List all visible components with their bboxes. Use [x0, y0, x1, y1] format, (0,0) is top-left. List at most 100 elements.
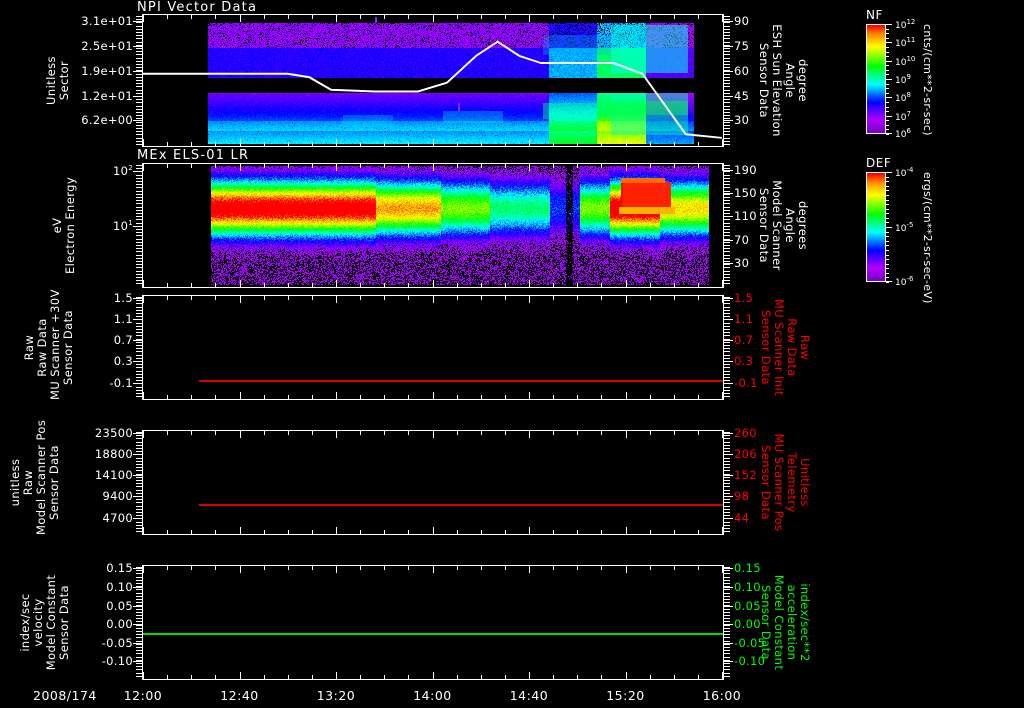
y-tick-minor — [136, 464, 142, 465]
x-tick-minor — [263, 164, 265, 168]
x-tick-minor — [697, 675, 699, 679]
x-tick-minor — [625, 164, 627, 168]
y-tick-label-left: 102 — [113, 163, 133, 178]
axis-title-mu-scanner-pos-telemetry-line: Telemetry — [785, 452, 799, 513]
y-tick-minor — [724, 525, 730, 526]
nf-colorbar-tick — [886, 42, 892, 43]
y-tick-major — [724, 71, 733, 72]
x-tick-minor — [360, 15, 362, 19]
y-tick-minor — [136, 512, 142, 513]
y-tick-minor — [724, 26, 730, 27]
y-tick-minor — [724, 621, 730, 622]
y-tick-minor — [724, 644, 730, 645]
y-tick-minor — [136, 393, 142, 394]
def-colorbar-tick-label: 10-5 — [895, 221, 914, 234]
y-tick-minor — [136, 274, 142, 275]
y-tick-minor — [724, 86, 730, 87]
y-tick-minor — [724, 35, 730, 36]
x-tick-minor — [408, 530, 410, 534]
y-tick-minor — [136, 70, 142, 71]
y-tick-minor — [136, 83, 142, 84]
x-tick-minor — [384, 283, 386, 287]
x-tick-minor — [673, 566, 675, 570]
y-tick-minor — [136, 355, 142, 356]
y-tick-minor — [724, 367, 730, 368]
x-tick-minor — [360, 164, 362, 168]
y-tick-major — [724, 240, 733, 241]
y-tick-major — [133, 120, 142, 121]
panel-title-npi: NPI Vector Data — [137, 0, 258, 15]
y-tick-minor — [724, 300, 730, 301]
y-tick-minor — [724, 528, 730, 529]
x-tick-minor — [553, 283, 555, 287]
y-tick-minor — [136, 64, 142, 65]
y-tick-minor — [724, 470, 730, 471]
y-tick-minor — [136, 118, 142, 119]
y-tick-major — [724, 361, 733, 362]
panel-model-scanner-pos-raw — [142, 430, 724, 535]
y-tick-minor — [136, 515, 142, 516]
y-tick-major — [133, 587, 142, 588]
y-tick-minor — [136, 125, 142, 126]
x-tick-minor — [722, 283, 723, 287]
y-tick-minor — [136, 390, 142, 391]
y-tick-label-left: -0.1 — [109, 375, 133, 390]
y-tick-minor — [136, 509, 142, 510]
y-tick-minor — [724, 467, 730, 468]
y-tick-minor — [724, 22, 730, 23]
y-tick-minor — [136, 184, 142, 185]
x-tick-minor — [215, 395, 217, 399]
x-tick-minor — [649, 283, 651, 287]
nf-colorbar-minor-tick — [886, 134, 889, 135]
x-tick-minor — [577, 15, 579, 19]
y-tick-minor — [724, 99, 730, 100]
y-tick-minor — [136, 329, 142, 330]
y-tick-minor — [136, 86, 142, 87]
y-tick-minor — [724, 660, 730, 661]
y-tick-minor — [724, 67, 730, 68]
y-tick-minor — [136, 612, 142, 613]
x-tick-label: 16:00 — [702, 688, 742, 703]
y-tick-minor — [136, 644, 142, 645]
y-tick-label-right: 45 — [734, 88, 750, 103]
axis-title-model-scanner-pos-line: unitless — [8, 458, 22, 507]
y-tick-minor — [136, 194, 142, 195]
y-tick-minor — [136, 335, 142, 336]
y-tick-minor — [136, 141, 142, 142]
axis-title-mu-scanner-pos-telemetry-line: Sensor Data — [759, 445, 773, 520]
y-tick-minor — [136, 54, 142, 55]
panel-model-constant-velocity — [142, 565, 724, 680]
x-tick-minor — [577, 296, 579, 300]
x-tick-minor — [239, 566, 241, 570]
y-tick-label-left: 0.15 — [106, 561, 133, 576]
y-tick-minor — [724, 128, 730, 129]
def-colorbar-minor-tick — [886, 255, 889, 256]
nf-colorbar-minor-tick — [886, 93, 889, 94]
y-tick-minor — [724, 267, 730, 268]
x-tick-minor — [384, 142, 386, 146]
y-tick-minor — [136, 339, 142, 340]
nf-colorbar-minor-tick — [886, 125, 889, 126]
x-tick-minor — [287, 530, 289, 534]
x-tick-minor — [625, 15, 627, 19]
x-tick-minor — [577, 395, 579, 399]
date-label: 2008/174 — [33, 688, 97, 703]
y-tick-minor — [724, 242, 730, 243]
y-tick-minor — [136, 387, 142, 388]
y-tick-minor — [136, 448, 142, 449]
y-tick-minor — [136, 42, 142, 43]
y-tick-major — [724, 319, 733, 320]
x-tick-minor — [287, 142, 289, 146]
x-tick-minor — [601, 164, 603, 168]
y-tick-minor — [724, 486, 730, 487]
y-tick-minor — [136, 51, 142, 52]
y-tick-label-left: 0.3 — [113, 354, 133, 369]
x-tick-minor — [601, 142, 603, 146]
axis-title-esh-sun-elevation-line: ESH Sun Elevation — [770, 24, 784, 137]
nf-colorbar-minor-tick — [886, 56, 889, 57]
def-colorbar-minor-tick — [886, 195, 889, 196]
x-tick-minor — [384, 530, 386, 534]
y-tick-minor — [724, 499, 730, 500]
y-tick-minor — [724, 396, 730, 397]
x-tick-minor — [167, 395, 169, 399]
